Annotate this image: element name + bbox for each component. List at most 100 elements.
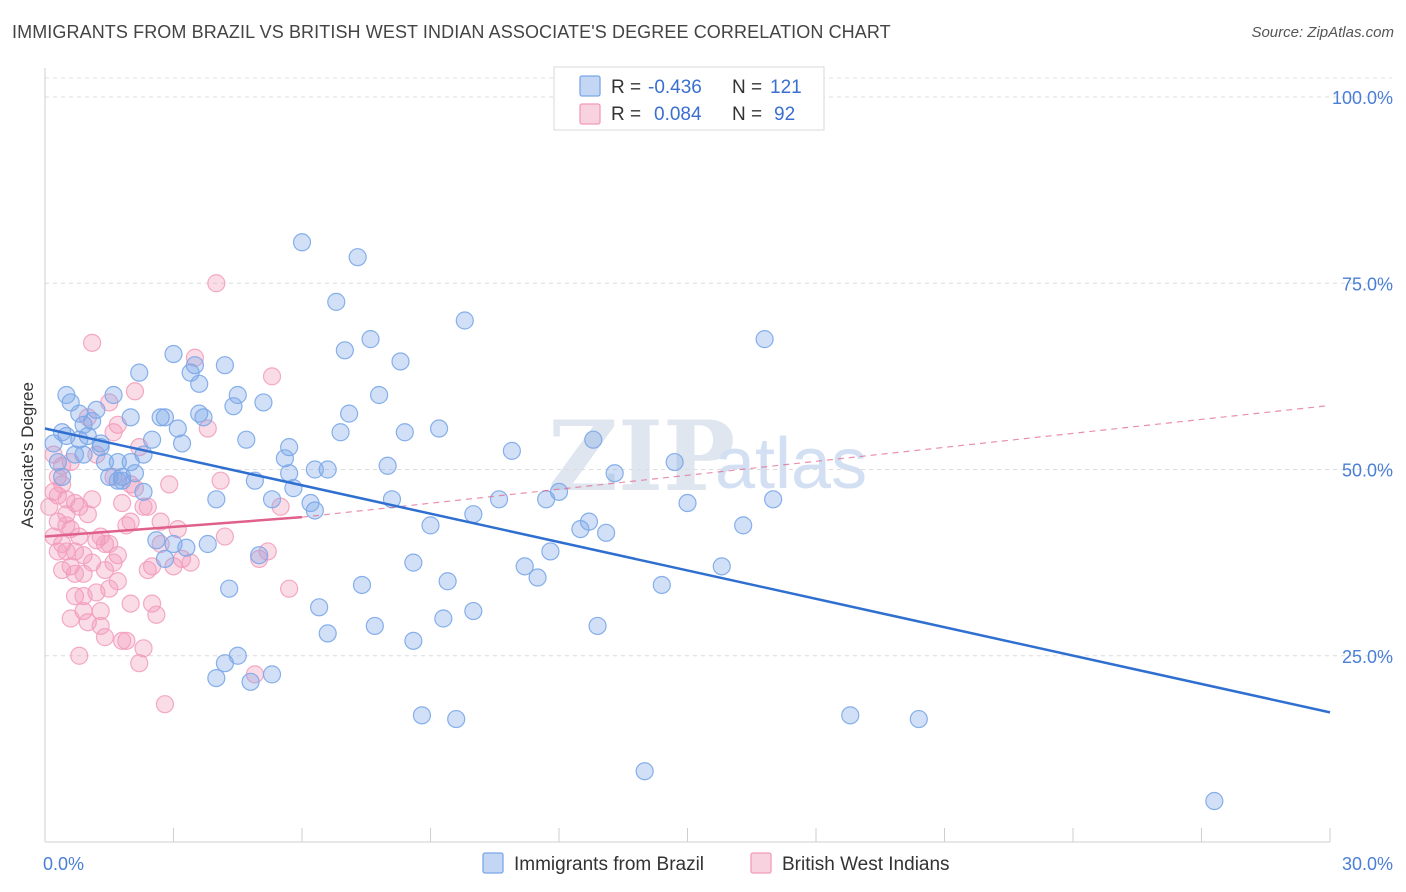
data-point-brazil [378, 456, 397, 475]
legend-box [553, 66, 825, 131]
series-british-west-indians [40, 274, 299, 714]
chart-title: IMMIGRANTS FROM BRAZIL VS BRITISH WEST I… [12, 22, 891, 42]
data-point-brazil [318, 460, 337, 479]
data-point-brazil [164, 344, 183, 364]
data-point-brazil [434, 609, 453, 628]
bottom-legend-label-bwi: British West Indians [782, 854, 950, 875]
bottom-legend-label-brazil: Immigrants from Brazil [514, 854, 704, 875]
bottom-legend-swatch-brazil [482, 852, 504, 874]
data-point-brazil [275, 449, 294, 468]
data-point-brazil [53, 467, 72, 487]
data-point-brazil [207, 490, 226, 509]
data-point-brazil [361, 330, 380, 349]
data-point-bwi [70, 527, 89, 546]
data-point-bwi [207, 274, 226, 293]
data-point-brazil [220, 579, 239, 598]
legend-r-value-bwi: 0.084 [654, 104, 702, 125]
data-point-brazil [262, 490, 282, 509]
trend-line-bwi-extension [301, 404, 1331, 518]
data-point-brazil [528, 568, 547, 587]
y-tick-label: 50.0% [1342, 461, 1393, 481]
data-point-brazil [755, 330, 774, 349]
data-point-brazil [215, 356, 234, 375]
data-point-brazil [112, 467, 132, 487]
series-legend: Immigrants from Brazil British West Indi… [482, 852, 950, 875]
data-point-bwi [83, 490, 102, 509]
data-point-brazil [280, 464, 299, 483]
data-point-bwi [112, 631, 132, 650]
data-point-brazil [584, 430, 603, 449]
data-point-brazil [155, 408, 175, 427]
legend-n-value-bwi: 92 [774, 104, 795, 125]
data-point-brazil [464, 505, 483, 524]
legend-swatch-bwi [579, 103, 601, 125]
data-point-brazil [549, 482, 569, 501]
data-point-brazil [438, 572, 457, 591]
data-point-brazil [340, 404, 359, 423]
data-point-bwi [57, 490, 76, 509]
y-tick-labels: 25.0% 50.0% 75.0% 100.0% [1332, 88, 1393, 667]
legend-r-label-bwi: R = [611, 104, 641, 125]
data-point-bwi [121, 512, 140, 531]
data-point-bwi [155, 695, 175, 714]
data-point-bwi [134, 639, 153, 658]
x-tick-labels: 0.0% 30.0% [43, 854, 1393, 874]
data-point-bwi [215, 527, 234, 546]
data-point-brazil [250, 546, 269, 565]
y-tick-label: 75.0% [1342, 274, 1393, 294]
data-point-brazil [597, 523, 616, 542]
data-point-brazil [352, 575, 372, 595]
source-label: Source: ZipAtlas.com [1251, 24, 1394, 41]
data-point-brazil [207, 668, 226, 688]
data-point-brazil [412, 706, 432, 725]
data-point-bwi [130, 654, 149, 673]
data-point-brazil [455, 311, 474, 330]
data-point-brazil [489, 490, 509, 509]
legend-r-label-brazil: R = [611, 77, 641, 98]
data-point-brazil [318, 624, 337, 643]
data-point-brazil [185, 356, 205, 375]
x-tick-label: 0.0% [43, 854, 84, 874]
data-point-brazil [635, 762, 654, 781]
legend-n-label-bwi: N = [732, 104, 762, 125]
data-point-bwi [48, 542, 67, 561]
data-point-brazil [652, 575, 671, 595]
data-point-brazil [429, 419, 449, 438]
data-point-brazil [292, 233, 312, 252]
data-point-brazil [588, 616, 607, 636]
data-point-brazil [1205, 791, 1224, 811]
data-point-brazil [95, 452, 115, 472]
data-point-brazil [370, 385, 389, 405]
data-point-bwi [95, 534, 115, 554]
data-point-bwi [181, 553, 200, 572]
data-point-brazil [579, 512, 599, 531]
data-point-bwi [70, 646, 89, 665]
data-point-brazil [198, 534, 217, 554]
data-point-brazil [254, 393, 273, 412]
data-point-brazil [327, 292, 346, 311]
data-point-brazil [515, 557, 534, 576]
data-point-bwi [117, 631, 136, 650]
data-point-brazil [228, 646, 247, 665]
watermark-zip: ZIP [548, 400, 735, 513]
bottom-legend-swatch-bwi [750, 852, 772, 874]
data-point-bwi [138, 560, 157, 580]
data-point-bwi [91, 601, 110, 621]
data-point-bwi [280, 579, 299, 598]
data-point-brazil [155, 549, 175, 569]
trend-lines [44, 404, 1331, 714]
data-point-brazil [404, 553, 423, 572]
data-point-brazil [228, 385, 247, 405]
data-point-brazil [310, 598, 329, 617]
data-point-bwi [151, 512, 170, 531]
data-point-bwi [142, 594, 162, 613]
data-point-brazil [841, 706, 860, 725]
data-point-brazil [130, 363, 149, 382]
data-point-bwi [48, 467, 67, 487]
data-point-bwi [61, 609, 80, 628]
data-point-brazil [241, 672, 260, 691]
data-point-brazil [395, 423, 414, 442]
data-point-brazil [909, 709, 928, 729]
data-point-bwi [53, 560, 72, 580]
data-point-brazil [301, 493, 320, 513]
